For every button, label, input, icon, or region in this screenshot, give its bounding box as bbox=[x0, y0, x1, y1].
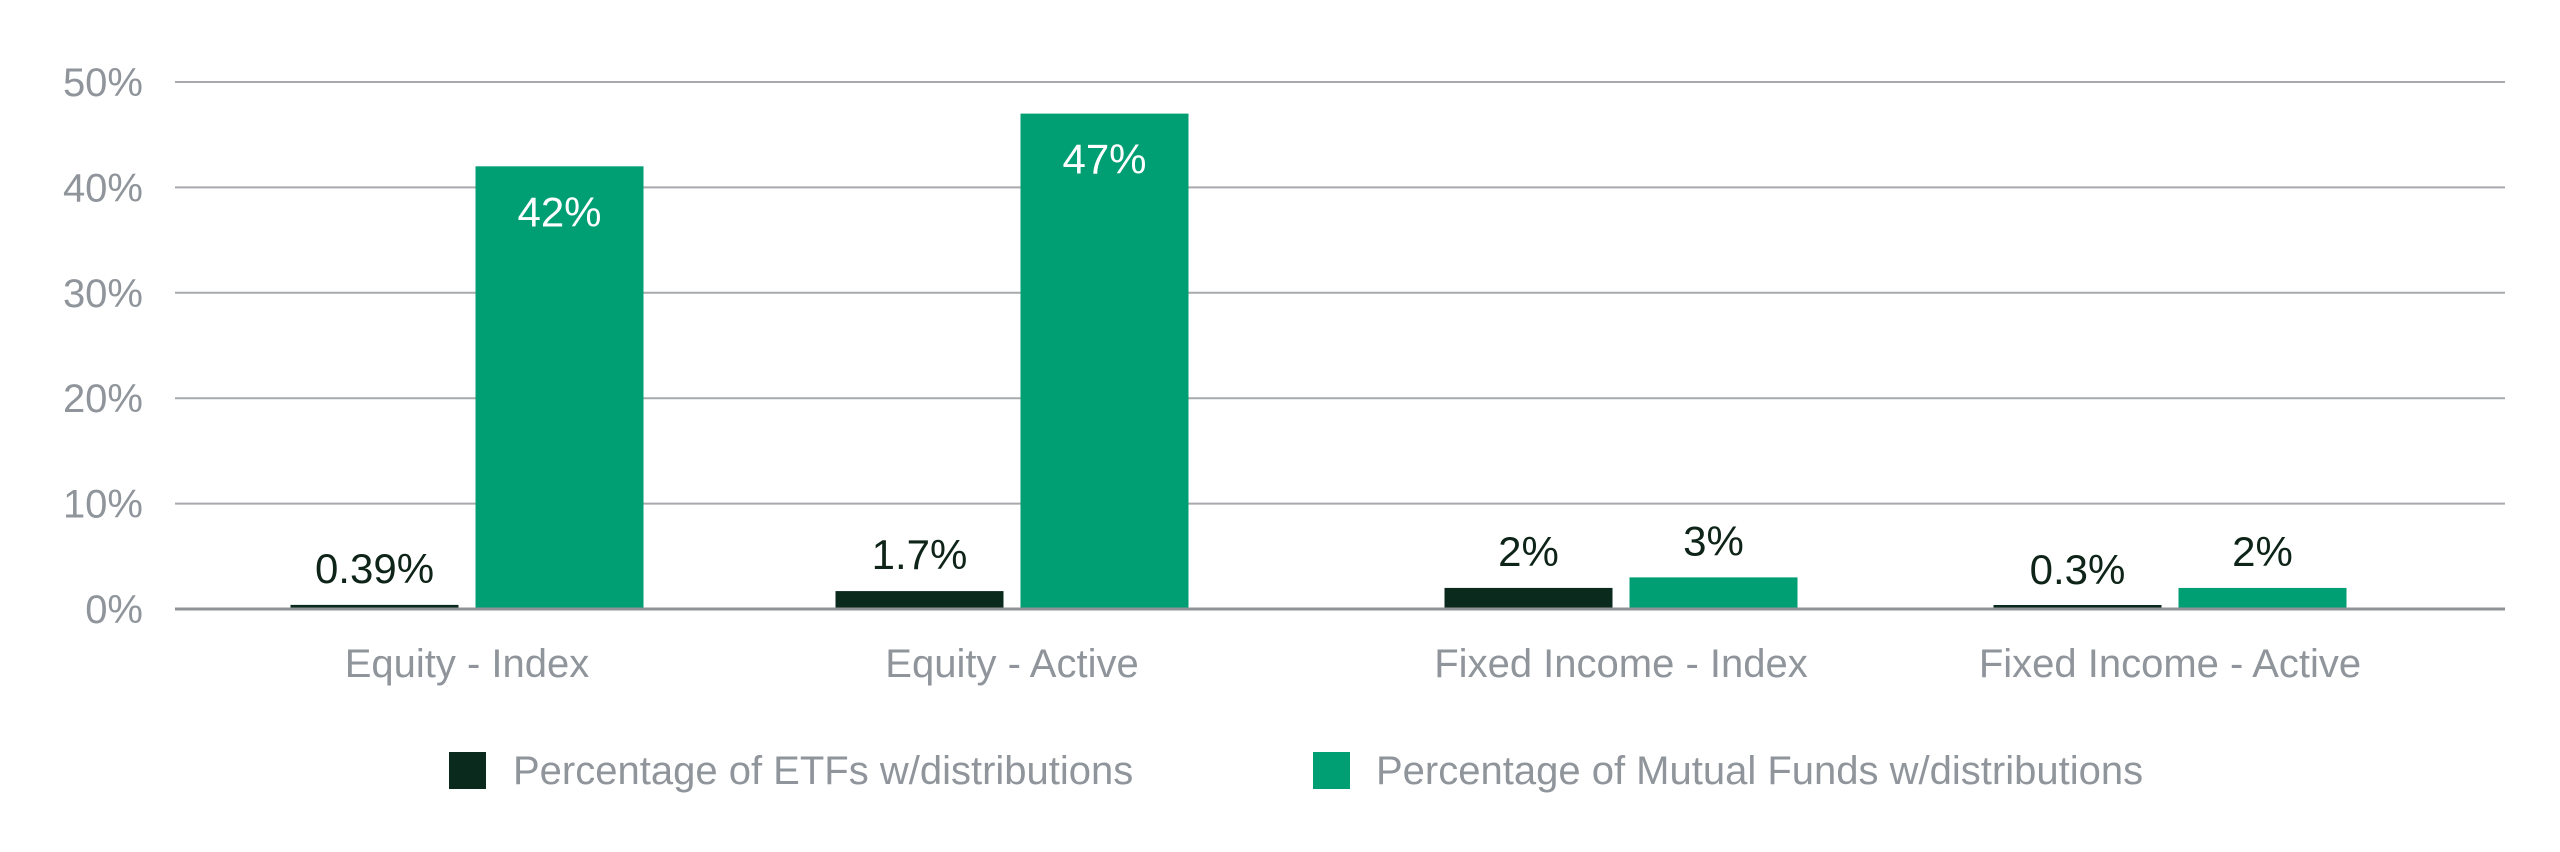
y-tick-label: 20% bbox=[63, 377, 143, 421]
x-tick-label: Fixed Income - Index bbox=[1434, 642, 1808, 686]
x-tick-label: Equity - Index bbox=[345, 642, 590, 686]
data-label: 47% bbox=[1062, 136, 1146, 183]
y-axis: 0% 10% 20% 30% 40% 50% bbox=[63, 61, 143, 632]
bar-etf bbox=[835, 591, 1004, 609]
legend-swatch bbox=[1313, 752, 1350, 789]
legend: Percentage of ETFs w/distributions Percen… bbox=[449, 749, 2143, 793]
data-label: 2% bbox=[2232, 528, 2293, 575]
y-tick-label: 0% bbox=[85, 588, 143, 632]
x-tick-label: Fixed Income - Active bbox=[1979, 642, 2361, 686]
bars bbox=[290, 113, 2347, 610]
y-tick-label: 30% bbox=[63, 272, 143, 316]
data-label: 0.39% bbox=[315, 545, 434, 592]
x-tick-label: Equity - Active bbox=[885, 642, 1138, 686]
legend-swatch bbox=[449, 752, 486, 789]
bar-etf bbox=[290, 604, 459, 609]
bar-mutual-fund bbox=[1020, 113, 1189, 610]
x-axis: Equity - Index Equity - Active Fixed Incom… bbox=[345, 642, 2361, 686]
bar-etf bbox=[1993, 605, 2162, 609]
data-label: 3% bbox=[1683, 517, 1744, 564]
bar-etf bbox=[1444, 587, 1613, 609]
legend-label: Percentage of ETFs w/distributions bbox=[513, 749, 1133, 793]
data-labels: 0.39% 42% 1.7% 47% 2% 3% 0.3% 2% bbox=[315, 136, 2293, 593]
data-label: 0.3% bbox=[2030, 546, 2126, 593]
y-tick-label: 50% bbox=[63, 61, 143, 105]
data-label: 1.7% bbox=[872, 531, 968, 578]
bar-mutual-fund bbox=[2178, 587, 2347, 609]
y-tick-label: 10% bbox=[63, 483, 143, 527]
y-tick-label: 40% bbox=[63, 166, 143, 210]
bar-mutual-fund bbox=[1629, 577, 1798, 609]
legend-label: Percentage of Mutual Funds w/distributio… bbox=[1376, 749, 2143, 793]
data-label: 42% bbox=[517, 188, 601, 235]
data-label: 2% bbox=[1498, 528, 1559, 575]
bar-mutual-fund bbox=[475, 166, 644, 609]
